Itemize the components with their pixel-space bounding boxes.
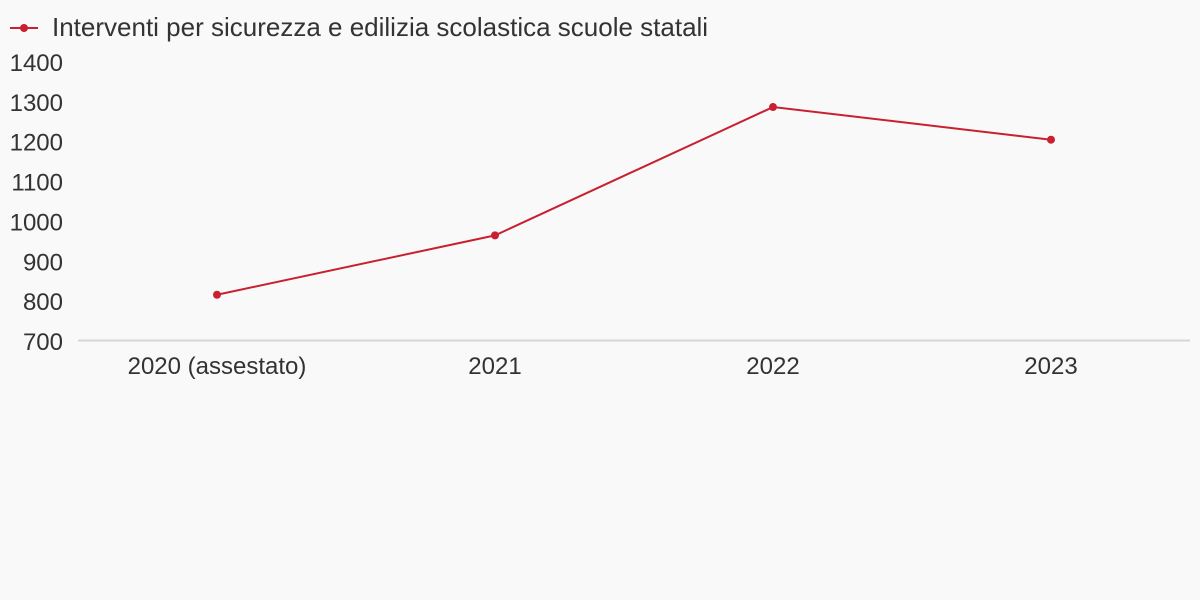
- series-layer: [213, 103, 1055, 299]
- data-point[interactable]: [491, 231, 499, 240]
- data-point[interactable]: [769, 103, 777, 112]
- y-tick-label: 800: [23, 289, 63, 316]
- y-tick-label: 700: [23, 329, 63, 356]
- series-line: [216, 106, 1052, 296]
- y-tick-label: 1300: [10, 90, 63, 117]
- legend: Interventi per sicurezza e edilizia scol…: [10, 12, 708, 42]
- x-tick-label: 2023: [1024, 353, 1077, 380]
- y-tick-label: 1100: [11, 170, 63, 197]
- legend-series-label: Interventi per sicurezza e edilizia scol…: [52, 12, 708, 42]
- x-tick-label: 2021: [468, 353, 521, 380]
- x-axis: 2020 (assestato) 2021 2022 2023: [128, 353, 1078, 380]
- y-tick-label: 1000: [10, 209, 63, 236]
- data-point[interactable]: [213, 290, 221, 299]
- data-point[interactable]: [1047, 135, 1055, 144]
- x-tick-label: 2020 (assestato): [128, 353, 307, 380]
- legend-dot-marker: [20, 24, 28, 32]
- y-tick-label: 1200: [10, 130, 63, 157]
- x-tick-label: 2022: [746, 353, 799, 380]
- y-axis: 1400 1300 1200 1100 1000 900 800 700: [10, 50, 63, 356]
- y-tick-label: 1400: [10, 50, 63, 77]
- y-tick-label: 900: [23, 249, 63, 276]
